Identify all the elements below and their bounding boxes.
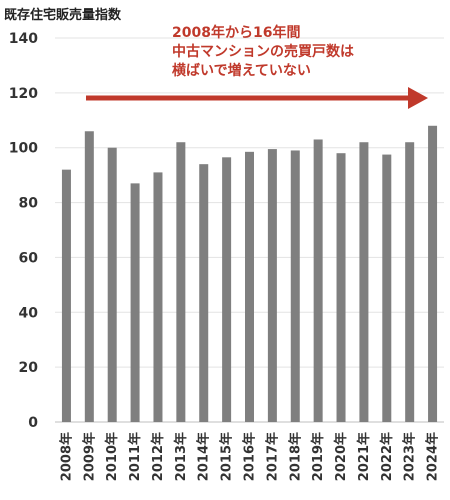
bar (199, 164, 209, 422)
bar (290, 150, 300, 422)
x-tick-label: 2024年 (425, 432, 441, 481)
y-tick-label: 100 (9, 141, 38, 157)
y-tick-label: 140 (9, 31, 38, 47)
x-tick-label: 2021年 (356, 432, 372, 481)
x-tick-label: 2009年 (81, 432, 97, 481)
x-tick-label: 2019年 (310, 432, 326, 481)
bar (84, 131, 94, 422)
y-tick-label: 40 (19, 305, 39, 321)
x-tick-label: 2010年 (104, 432, 120, 481)
x-tick-label: 2018年 (287, 432, 303, 481)
bar (176, 142, 186, 422)
y-tick-label: 120 (9, 86, 38, 102)
bar (61, 169, 71, 422)
chart-title: 既存住宅販売量指数 (4, 8, 122, 23)
bar (405, 142, 415, 422)
x-tick-label: 2008年 (58, 432, 74, 481)
bar (222, 157, 232, 423)
bar (130, 183, 140, 422)
bar (153, 172, 163, 422)
bar (245, 151, 254, 423)
y-tick-label: 60 (19, 250, 39, 266)
x-tick-label: 2017年 (264, 432, 280, 481)
bar (107, 147, 117, 422)
annotation-line-3: 横ばいで増えていない (172, 63, 311, 79)
bar (359, 142, 369, 422)
annotation-line-1: 2008年から16年間 (172, 25, 301, 41)
bar (313, 139, 323, 422)
annotation-line-2: 中古マンションの売買戸数は (172, 44, 354, 60)
x-tick-label: 2016年 (242, 432, 258, 481)
x-tick-label: 2022年 (379, 432, 395, 481)
y-tick-label: 0 (28, 415, 38, 431)
x-tick-label: 2011年 (127, 432, 143, 481)
bar (428, 125, 438, 423)
bar (382, 154, 392, 423)
bar (336, 153, 346, 422)
y-tick-label: 80 (19, 196, 39, 212)
x-tick-label: 2015年 (219, 432, 235, 481)
x-tick-label: 2020年 (333, 432, 349, 481)
annotation: 2008年から16年間 中古マンションの売買戸数は 横ばいで増えていない (172, 24, 354, 81)
x-tick-label: 2012年 (150, 432, 166, 481)
y-tick-label: 20 (19, 360, 39, 376)
x-tick-label: 2013年 (173, 432, 189, 481)
bar (267, 149, 277, 423)
x-tick-label: 2023年 (402, 432, 418, 481)
arrow-head (408, 87, 428, 109)
x-tick-label: 2014年 (196, 432, 212, 481)
